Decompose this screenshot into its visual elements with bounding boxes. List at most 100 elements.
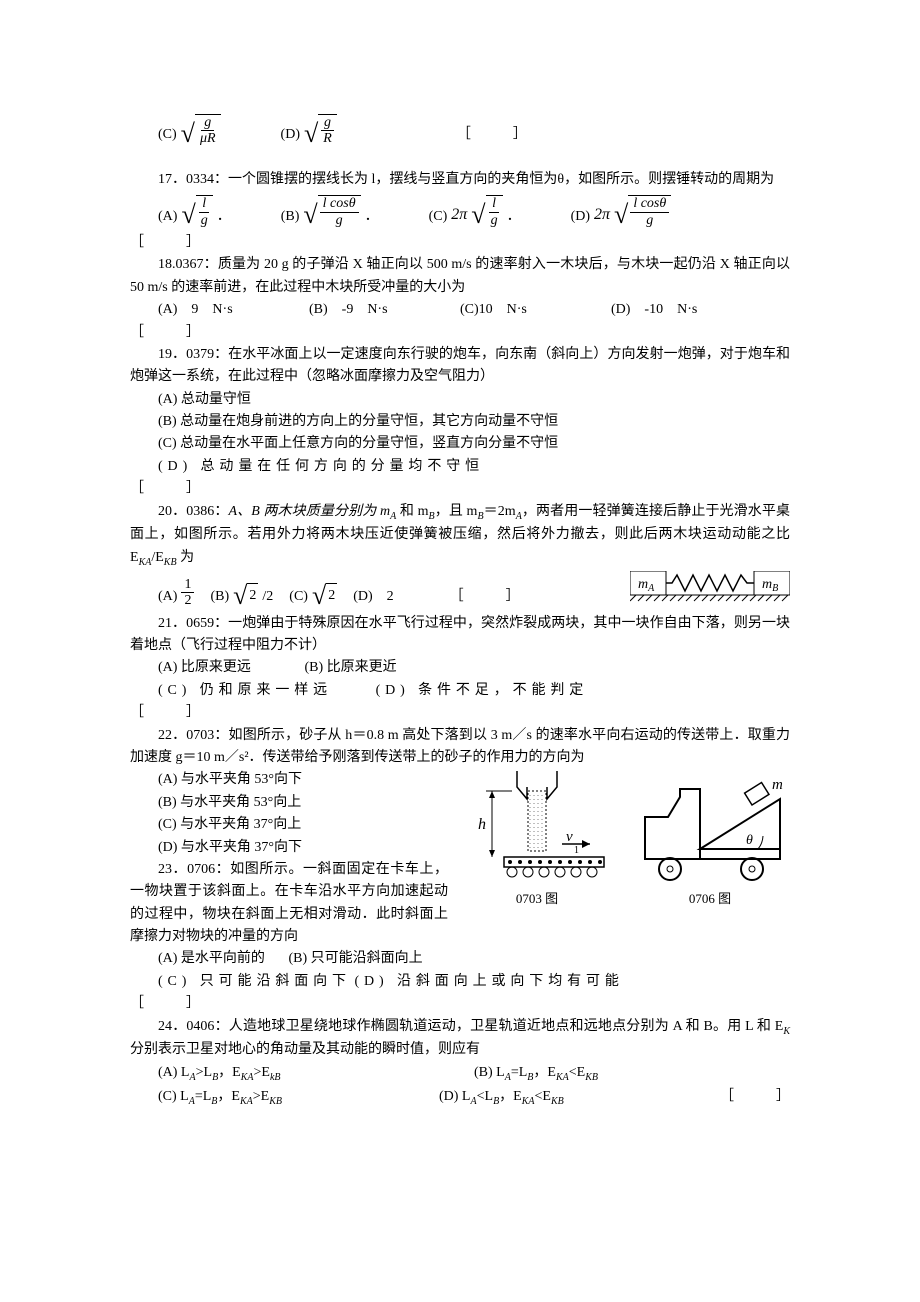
m-label: m [772,777,783,793]
block-icon [745,783,769,805]
answer-bracket: ［ ］ [457,124,527,146]
opt-label: (A) [158,206,177,228]
numerator: g [201,115,214,131]
t: >L [196,1065,212,1080]
sub: KA [556,1072,569,1083]
q23-opt-b: (B) 只可能沿斜面向上 [288,951,422,966]
radical-sign: √ [312,583,326,609]
opt-label: (C) [289,586,308,608]
fraction: g R [320,115,335,147]
radical-sign: √ [471,202,485,228]
opt-label: (C) [158,124,177,146]
t: 为 [177,550,195,565]
q24-row1: (A) LA>LB，EKA>EkB (B) LA=LB，EKA<EKB [158,1062,790,1086]
answer-bracket: ［ ］ [130,993,790,1015]
opt-label: (D) [571,206,590,228]
radicand: l cosθ g [628,195,671,228]
t: 24．0406：人造地球卫星绕地球作椭圆轨道运动，卫星轨道近地点和远地点分别为 … [158,1019,783,1034]
q21-opt-a: (A) 比原来更远 [158,660,251,675]
q21-stem: 21．0659：一炮弹由于特殊原因在水平飞行过程中，突然炸裂成两块，其中一块作自… [130,613,790,658]
coef: 2π [451,202,467,228]
q21-opts-ab: (A) 比原来更远 (B) 比原来更近 [158,657,790,679]
denominator: μR [197,131,219,146]
q18-opt-c: (C)10 N·s [460,299,611,321]
sub: KA [240,1095,253,1106]
radicand: l cosθ g [318,195,361,228]
fig-label: 0706 图 [630,889,790,910]
q20-opt-a: (A) 1 2 [158,577,194,609]
theta-label: θ [746,833,753,848]
q22-opt-c: (C) 与水平夹角 37°向上 [158,814,448,836]
q17-stem: 17．0334：一个圆锥摆的摆线长为 l，摆线与竖直方向的夹角恒为θ，如图所示。… [130,169,790,191]
radical-sign: √ [303,202,317,228]
sub: KB [585,1072,598,1083]
q24-opt-a: (A) LA>LB，EKA>EkB [158,1062,474,1086]
mass-a-label: mA [638,577,655,594]
numerator: l cosθ [320,196,359,212]
t: (C) L [158,1089,189,1104]
q19-opt-a: (A) 总动量守恒 [158,389,790,411]
t: ，E [218,1065,241,1080]
answer-bracket: ［ ］ [130,478,790,500]
radical-sign: √ [614,202,628,228]
t: <E [535,1089,551,1104]
sqrt: √ l cosθ g [303,195,360,228]
denominator: g [488,213,501,228]
q18-opt-b: (B) -9 N·s [309,299,460,321]
spring-diagram: mA mB [630,571,790,609]
q21-opt-d: (D) 条件不足，不能判定 [376,683,589,698]
opt-label: (D) [281,124,300,146]
fraction: l g [488,196,501,228]
sqrt: √ l g [471,195,502,228]
opt-label: (C) [429,206,448,228]
sub: KB [164,557,177,568]
q16-opt-c: (C) √ g μR [158,114,221,147]
denominator: g [198,213,211,228]
q20-figure: mA mB [630,571,790,609]
figure-column: h v 1 0703 图 [462,769,790,910]
sqrt: √ l cosθ g [614,195,671,228]
truck-diagram: m θ [630,769,790,889]
q24-opt-c: (C) LA=LB，EKA>EKB [158,1086,439,1110]
q22-q23-block: (A) 与水平夹角 53°向下 (B) 与水平夹角 53°向上 (C) 与水平夹… [130,769,790,948]
answer-bracket: ［ ］ [450,586,520,608]
numerator: g [321,115,334,131]
q18-opt-d: (D) -10 N·s [611,299,762,321]
sub: KA [522,1095,535,1106]
v-label: v [566,829,573,845]
fraction: l cosθ g [630,196,669,228]
spring-icon [666,575,754,591]
sqrt: √2 [233,583,258,609]
q17-opt-a: (A) √ l g ． [158,195,231,228]
sqrt: √2 [312,583,337,609]
sub: KB [269,1095,282,1106]
t: ，且 m [435,504,478,519]
t: <L [477,1089,493,1104]
denominator: R [320,131,335,146]
sub: kB [270,1072,281,1083]
q21-opt-c: (C) 仍和原来一样远 [158,683,332,698]
period: ． [507,206,521,228]
q17-opt-c: (C) 2π √ l g ． [429,195,521,228]
radical-sign: √ [233,583,247,609]
q17-opt-d: (D) 2π √ l cosθ g [571,195,672,228]
q16-opt-d: (D) √ g R [281,114,337,147]
sqrt: √ g μR [181,114,221,147]
sub: KA [241,1072,254,1083]
radicand: 2 [247,583,258,609]
fraction: 1 2 [181,577,194,609]
fraction: g μR [197,115,219,147]
t: (B) L [474,1065,505,1080]
numerator: l cosθ [630,196,669,212]
t: ，E [499,1089,522,1104]
t: <E [569,1065,585,1080]
q23-opt-c: (C) 只可能沿斜面向下 [158,974,351,989]
fig-0706: m θ 0706 图 [630,769,790,910]
sqrt: √ g R [304,114,337,147]
sub: KA [139,557,152,568]
answer-bracket: ［ ］ [130,702,790,724]
sub: KB [551,1095,564,1106]
hatch-icon [630,595,788,601]
t: /E [151,550,163,565]
numerator: 1 [181,577,194,593]
